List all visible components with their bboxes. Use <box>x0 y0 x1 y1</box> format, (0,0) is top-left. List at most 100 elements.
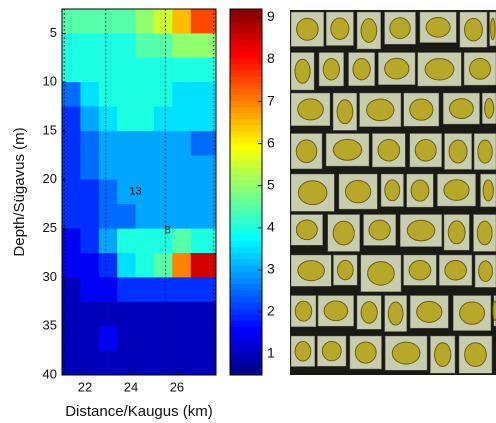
colorbar-step <box>230 112 262 120</box>
heat-cell <box>80 204 100 230</box>
heat-cell <box>190 301 217 327</box>
heat-cell <box>62 228 81 254</box>
colorbar-step <box>230 100 262 108</box>
cell <box>366 98 395 122</box>
colorbar-step <box>230 15 262 22</box>
plot-area: 13 8 <box>62 9 217 376</box>
colorbar-tick-label: 6 <box>267 134 275 150</box>
cell <box>332 138 363 161</box>
y-tick-label: 30 <box>43 269 57 284</box>
heat-cell <box>117 9 137 34</box>
colorbar-step <box>230 57 262 65</box>
heat-cell <box>153 57 173 83</box>
heat-cell <box>117 326 137 352</box>
heat-cell <box>153 131 173 156</box>
cell <box>409 98 434 121</box>
cell <box>425 17 451 38</box>
heat-cell <box>153 253 173 278</box>
cell <box>352 58 371 81</box>
colorbar-step <box>230 33 262 40</box>
cell <box>476 220 493 246</box>
cell <box>294 340 312 362</box>
colorbar-step <box>230 271 262 278</box>
cell <box>322 58 340 81</box>
cell <box>444 259 467 281</box>
cell <box>294 58 311 84</box>
plot-frame <box>61 8 217 376</box>
heat-cell <box>62 301 81 327</box>
heat-cell <box>117 301 137 327</box>
colorbar-step <box>230 21 262 28</box>
colorbar-step <box>230 137 262 144</box>
heat-cell <box>172 9 192 34</box>
heat-cell <box>135 253 155 278</box>
colorbar-step <box>230 314 262 321</box>
heat-cell <box>135 155 155 181</box>
heat-cell <box>117 57 137 83</box>
heat-cell <box>98 301 118 327</box>
heat-cell <box>62 204 81 230</box>
x-tick-label: 22 <box>78 379 92 394</box>
cell <box>354 341 377 364</box>
colorbar-step <box>230 344 262 352</box>
colorbar-step <box>230 76 262 83</box>
heat-cell <box>190 350 217 376</box>
heat-cell <box>172 326 192 352</box>
cell <box>416 300 443 323</box>
cell <box>414 139 437 162</box>
heat-cell <box>172 82 192 108</box>
colorbar-tick-label: 1 <box>267 345 275 361</box>
heat-cell <box>80 57 100 83</box>
cell <box>360 301 378 324</box>
colorbar-step <box>230 198 262 205</box>
heat-cell <box>153 179 173 205</box>
y-tick-label: 5 <box>50 25 57 40</box>
cell <box>360 18 378 43</box>
heat-cell <box>98 9 118 34</box>
colorbar-step <box>230 51 262 59</box>
colorbar-step <box>230 234 262 242</box>
colorbar-step <box>230 63 262 71</box>
heat-cell <box>190 33 217 59</box>
heat-cell <box>117 106 137 132</box>
heat-cell <box>117 204 137 230</box>
heat-cell <box>172 204 192 230</box>
heat-cell <box>62 106 81 132</box>
heat-cell <box>98 179 118 205</box>
heat-cell <box>98 350 118 376</box>
colorbar-step <box>230 149 262 156</box>
cell <box>408 259 432 281</box>
heat-cell <box>190 179 217 205</box>
heat-cell <box>172 155 192 181</box>
colorbar-step <box>230 240 262 248</box>
colorbar-step <box>230 253 262 260</box>
y-tick-label: 15 <box>43 122 57 137</box>
colorbar-step <box>230 222 262 230</box>
heat-cell <box>62 131 81 156</box>
heat-cell <box>117 131 137 156</box>
cell <box>424 58 455 81</box>
heat-cell <box>80 277 100 303</box>
heat-cell <box>98 82 118 108</box>
colorbar-step <box>230 27 262 34</box>
cell <box>330 17 350 41</box>
cell <box>368 219 391 241</box>
heat-cell <box>190 326 217 352</box>
cell <box>463 17 483 42</box>
x-tick-label: 24 <box>124 379 138 394</box>
heat-cell <box>62 33 81 59</box>
cell <box>294 300 313 322</box>
colorbar-step <box>230 259 262 266</box>
heat-cell <box>135 82 155 108</box>
cell <box>296 17 319 41</box>
heat-cell <box>62 155 81 181</box>
colorbar-step <box>230 338 262 345</box>
heat-cell <box>190 106 217 132</box>
y-tick-label: 25 <box>43 220 57 235</box>
cell <box>389 17 411 39</box>
heat-cell <box>80 155 100 181</box>
heat-cell <box>135 228 155 254</box>
colorbar-tick-label: 3 <box>267 261 275 277</box>
heat-cell <box>172 179 192 205</box>
heat-cell <box>117 155 137 181</box>
